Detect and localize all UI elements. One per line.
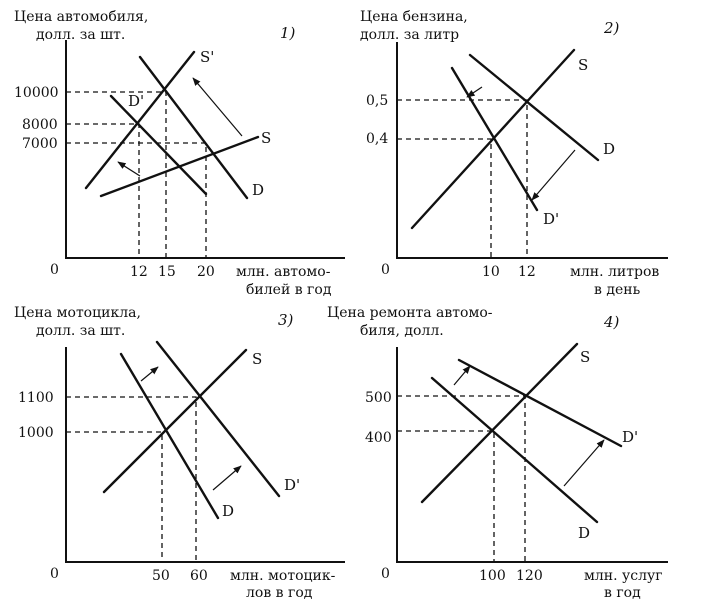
panel-4-x-title-line-1: млн. услуг [584,568,663,584]
panel-2-demand-curve-d-prime [450,66,539,212]
panel-3-label-d: D [222,502,234,520]
panel-1-x-tick-15: 15 [158,264,176,280]
panel-1-axes [65,40,345,259]
panel-4-number: 4) [603,313,620,331]
panel-1-x-title-line-2: билей в год [246,282,332,298]
panel-1-label-d: D [252,181,264,199]
panel-1-y-tick-10000: 10000 [14,85,59,101]
panel-4-shift-arrow-upper [453,365,471,386]
panel-2-axes [396,42,668,259]
panel-1-y-tick-7000: 7000 [22,136,58,152]
panel-1-y-title-line-1: Цена автомобиля, [14,9,148,25]
panel-2-guide-0-4-10 [397,138,492,258]
panel-1-y-title-line-2: долл. за шт. [36,27,125,43]
panel-1-number: 1) [280,24,296,42]
panel-3-x-tick-60: 60 [190,568,208,584]
panel-4-y-tick-400: 400 [365,430,392,446]
panel-3-guide-1100-60 [66,396,197,562]
panel-1-shift-arrow-demand [117,161,141,177]
panel-1-x-title-line-1: млн. автомо- [236,264,331,280]
panel-3-x-title-line-2: лов в год [246,585,313,600]
panel-4-y-title-line-2: биля, долл. [360,323,444,339]
panel-4-y-tick-500: 500 [365,390,392,406]
panel-2-label-s: S [578,56,588,74]
panel-1-guide-7000-20 [66,142,207,258]
panel-4-x-title-line-2: в год [604,585,641,600]
panel-3-y-title-line-1: Цена мотоцикла, [14,305,141,321]
panel-2-y-tick-0-5: 0,5 [366,93,388,109]
panel-2-shift-arrow-small [466,86,483,98]
panel-2-gasoline-market: Цена бензина, долл. за литр 2) 0 0,5 0,4… [360,9,668,298]
panel-3-x-tick-50: 50 [152,568,170,584]
panel-4-supply-curve-s [420,342,579,504]
panel-2-x-tick-12: 12 [518,264,536,280]
panel-3-y-tick-1100: 1100 [18,390,54,406]
panel-1-guide-8000-12 [66,123,140,258]
panel-4-car-repair-market: Цена ремонта автомо- биля, долл. 4) 0 50… [327,305,668,600]
panel-1-shift-arrow-supply [192,77,243,137]
panel-3-x-title-line-1: млн. мотоцик- [230,568,336,584]
panel-4-x-tick-100: 100 [479,568,506,584]
panel-2-x-tick-10: 10 [482,264,500,280]
panel-4-x-tick-120: 120 [516,568,543,584]
panel-4-demand-curve-d [430,376,599,524]
panel-1-demand-curve-d [138,55,249,200]
panel-1-x-tick-12: 12 [130,264,148,280]
panel-3-shift-arrow-lower [212,465,242,491]
panel-1-x-tick-20: 20 [197,264,215,280]
panel-3-guide-1000-50 [66,431,163,562]
panel-4-shift-arrow-lower [563,439,605,487]
panel-2-y-tick-0-4: 0,4 [366,131,388,147]
panel-1-guide-10000-15 [66,91,167,258]
panel-3-axes [65,347,345,563]
panel-3-shift-arrow-upper [140,366,159,382]
panel-3-label-s: S [252,350,262,368]
panel-2-x-title-line-1: млн. литров [570,264,659,280]
panel-1-y-tick-8000: 8000 [22,117,58,133]
panel-1-label-s: S [261,129,271,147]
panel-2-supply-curve-s [410,48,576,230]
panel-2-origin: 0 [381,262,390,278]
panel-2-number: 2) [603,19,620,37]
panel-2-shift-arrow-demand [531,149,576,201]
panel-1-label-s-prime: S' [200,48,214,66]
panel-2-x-title-line-2: в день [594,282,641,298]
panel-3-label-d-prime: D' [284,476,300,494]
panel-3-y-tick-1000: 1000 [18,425,54,441]
panel-1-car-market: Цена автомобиля, долл. за шт. 1) 0 10000… [14,9,345,298]
panel-4-demand-curve-d-prime [457,358,623,448]
panel-3-origin: 0 [50,566,59,582]
panel-2-label-d: D [603,140,615,158]
panel-3-demand-curve-d-prime [155,340,281,498]
panel-3-number: 3) [278,311,294,329]
panel-2-label-d-prime: D' [543,210,559,228]
panel-4-label-d-prime: D' [622,428,638,446]
panel-1-origin: 0 [50,262,59,278]
panel-4-origin: 0 [381,566,390,582]
panel-3-y-title-line-2: долл. за шт. [36,323,125,339]
panel-3-supply-curve-s [102,348,248,494]
panel-4-guide-400-100 [397,430,495,562]
panel-1-demand-curve-d-prime [109,94,208,196]
panel-1-supply-curve-s-prime [84,50,196,190]
panel-1-label-d-prime: D' [128,92,144,110]
panel-2-demand-curve-d [468,53,600,162]
panel-2-y-title-line-2: долл. за литр [360,27,459,43]
panel-3-demand-curve-d [119,352,220,520]
panel-4-label-d: D [578,524,590,542]
panel-3-motorcycle-market: Цена мотоцикла, долл. за шт. 3) 0 1100 1… [14,305,345,600]
panel-4-guide-500-120 [397,395,526,562]
panel-4-axes [396,347,668,563]
panel-4-y-title-line-1: Цена ремонта автомо- [327,305,493,321]
panel-2-y-title-line-1: Цена бензина, [360,9,468,25]
panel-4-label-s: S [580,348,590,366]
